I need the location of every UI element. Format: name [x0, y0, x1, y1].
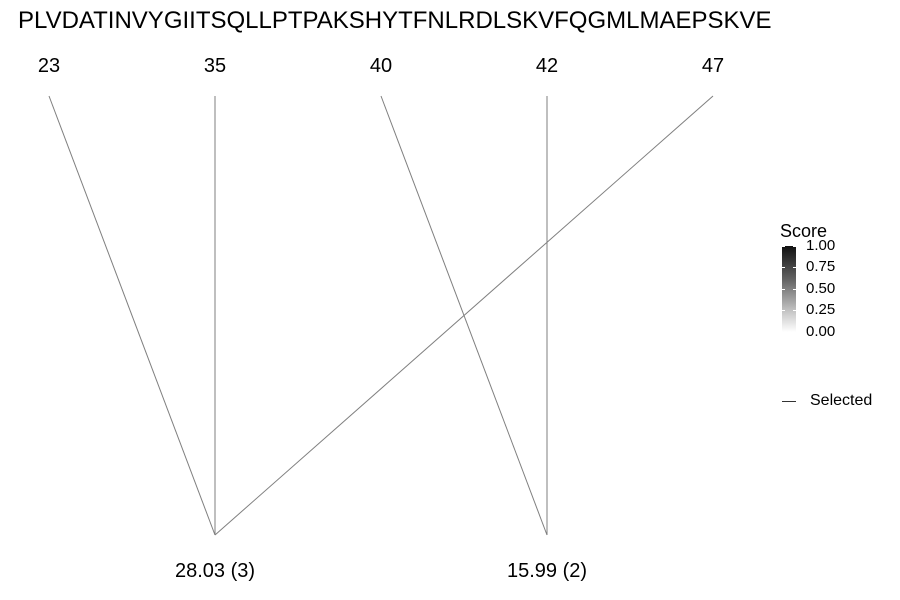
position-label: 35 — [204, 55, 226, 77]
position-label: 23 — [38, 55, 60, 77]
score-colorbar — [782, 246, 796, 332]
link-line — [48, 95, 216, 536]
mass-labels: 28.03 (3) 15.99 (2) — [175, 560, 587, 582]
position-labels: 23 35 40 42 47 — [38, 55, 724, 77]
selected-label: Selected — [810, 392, 873, 409]
colorbar-tick-mark — [793, 310, 796, 311]
legend-tick-label: 0.25 — [806, 301, 836, 318]
colorbar-tick-mark — [782, 267, 785, 268]
link-line — [380, 95, 548, 536]
position-label: 47 — [702, 55, 724, 77]
colorbar-tick-mark — [793, 246, 796, 247]
position-label: 40 — [370, 55, 392, 77]
legend-title: Score — [780, 221, 828, 241]
colorbar-tick-mark — [782, 246, 785, 247]
colorbar-tick-mark — [793, 267, 796, 268]
legend-tick-label: 0.50 — [806, 280, 836, 297]
colorbar-tick-mark — [782, 310, 785, 311]
link-lines — [48, 95, 714, 536]
mass-label: 15.99 (2) — [507, 560, 587, 582]
legend-tick-label: 1.00 — [806, 237, 836, 254]
peptide-sequence: PLVDATINVYGIITSQLLPTPAKSHYTFNLRDLSKVFQGM… — [18, 7, 772, 34]
mass-label: 28.03 (3) — [175, 560, 255, 582]
colorbar-tick-mark — [793, 289, 796, 290]
selected-line-swatch — [782, 400, 796, 402]
legend-tick-label: 0.00 — [806, 323, 836, 340]
selected-legend-item: Selected — [780, 392, 872, 410]
colorbar-tick-mark — [782, 289, 785, 290]
score-legend: Score 1.00 0.75 0.50 0.25 0.00 — [780, 220, 890, 346]
legend-tick-label: 0.75 — [806, 258, 836, 275]
position-label: 42 — [536, 55, 558, 77]
